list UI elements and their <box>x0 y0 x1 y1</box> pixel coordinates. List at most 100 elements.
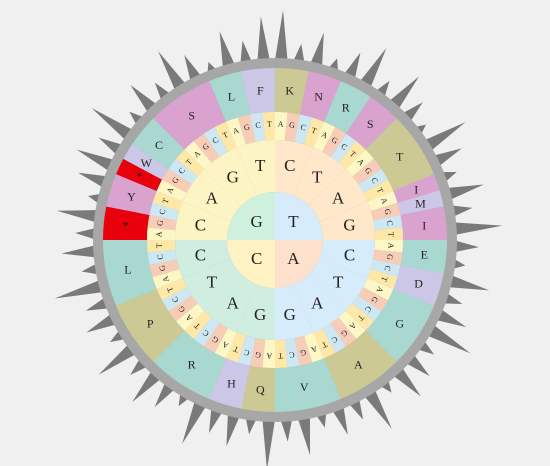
spike <box>450 222 503 236</box>
third-base-label: T <box>184 157 194 167</box>
third-base-label: G <box>210 334 220 345</box>
third-base-cell <box>156 278 187 301</box>
third-base-label: G <box>254 350 261 360</box>
amino-acid-label: S <box>188 108 195 122</box>
third-base-cell <box>176 149 205 177</box>
third-base-ring: A G C T AGCTAGCTAGCTAGCTAGCTAGCTAGCTAGCTAGCT… <box>147 112 403 368</box>
amino-acid-segment <box>241 68 275 115</box>
third-base-cell <box>374 227 403 240</box>
third-base-label: G <box>289 120 296 130</box>
spike <box>361 385 392 429</box>
amino-acid-label: G <box>395 316 404 330</box>
third-base-label: C <box>243 348 250 358</box>
third-base-label: A <box>192 149 202 160</box>
third-base-cell <box>352 158 382 185</box>
third-base-label: T <box>310 126 318 136</box>
third-base-cell <box>193 133 220 163</box>
spike <box>182 397 209 444</box>
third-base-cell <box>262 112 275 141</box>
amino-acid-label: R <box>188 358 196 372</box>
third-base-cell <box>162 287 192 312</box>
spike <box>219 31 237 72</box>
amino-acid-label: P <box>147 316 154 330</box>
third-base-label: T <box>165 285 175 293</box>
first-base-label: A <box>287 249 300 268</box>
spike <box>423 322 471 354</box>
amino-acid-label: C <box>155 138 163 152</box>
amino-acid-label: T <box>396 150 404 164</box>
third-base-cell <box>304 117 324 148</box>
first-base-label: T <box>288 212 299 231</box>
second-base-label: C <box>195 216 206 235</box>
second-base-label: G <box>284 305 296 324</box>
third-base-cell <box>226 332 246 363</box>
third-base-label: C <box>300 122 307 132</box>
third-base-label: C <box>385 220 395 227</box>
third-base-label: A <box>266 351 272 360</box>
amino-acid-segment <box>346 96 397 150</box>
third-base-cell <box>322 323 347 353</box>
second-base-label: T <box>207 273 218 292</box>
second-base-cell <box>204 273 257 333</box>
amino-acid-segment <box>275 358 341 412</box>
amino-acid-segment <box>275 68 309 115</box>
third-base-cell <box>363 278 394 301</box>
amino-acid-segment <box>393 264 444 306</box>
amino-acid-segment <box>393 174 440 203</box>
third-base-label: T <box>192 321 202 331</box>
third-base-label: C <box>339 142 349 152</box>
third-base-label: G <box>170 175 181 185</box>
amino-acid-segment <box>116 158 163 192</box>
third-base-cell <box>367 191 398 211</box>
third-base-label: C <box>157 208 167 215</box>
third-base-cell <box>363 179 394 202</box>
spike <box>443 184 484 202</box>
amino-acid-label: Q <box>256 382 265 396</box>
amino-acid-label: N <box>314 89 323 103</box>
spike <box>257 16 271 65</box>
second-base-cell <box>293 147 346 207</box>
spike <box>262 415 276 466</box>
third-base-cell <box>203 323 228 353</box>
first-base-label: C <box>251 249 262 268</box>
amino-acid-label: F <box>257 84 264 98</box>
amino-acid-segment <box>153 81 227 150</box>
third-base-label: G <box>299 347 307 357</box>
amino-acid-segment <box>106 174 157 216</box>
third-base-label: G <box>382 208 392 216</box>
third-base-label: A <box>221 339 230 350</box>
second-base-label: G <box>227 167 239 186</box>
third-base-label: A <box>374 285 385 294</box>
amino-acid-segment <box>123 144 169 180</box>
third-base-cell <box>370 202 401 221</box>
third-base-label: T <box>348 149 358 159</box>
spike <box>54 278 107 299</box>
third-base-label: T <box>375 186 385 194</box>
spike <box>226 409 242 447</box>
amino-acid-label: D <box>414 277 423 291</box>
third-base-cell <box>313 328 336 359</box>
amino-acid-segment <box>103 240 157 306</box>
second-base-cell <box>236 284 275 340</box>
first-base-label: G <box>250 212 262 231</box>
amino-acid-segment <box>209 358 251 409</box>
third-base-cell <box>304 332 324 363</box>
second-base-cell <box>175 201 231 240</box>
third-base-cell <box>294 114 313 145</box>
amino-acid-label: R <box>342 101 350 115</box>
third-base-cell <box>214 328 237 359</box>
third-base-cell <box>214 121 237 152</box>
third-base-label: T <box>356 313 366 323</box>
second-base-cell <box>175 240 231 279</box>
second-base-label: A <box>332 188 345 207</box>
spike <box>61 244 100 258</box>
amino-acid-segment <box>365 288 434 362</box>
third-base-label: C <box>255 120 262 130</box>
third-base-label: C <box>383 265 393 272</box>
spike <box>98 341 140 375</box>
third-base-label: G <box>339 328 349 339</box>
second-base-cell <box>293 273 346 333</box>
third-base-label: T <box>320 340 328 350</box>
